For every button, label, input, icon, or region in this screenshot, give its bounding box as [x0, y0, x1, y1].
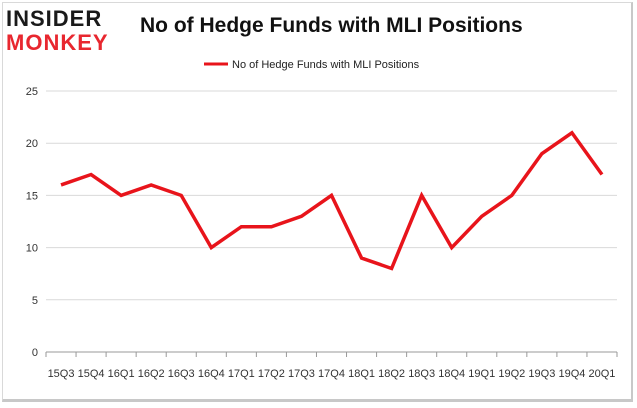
y-tick-label: 15: [26, 190, 38, 202]
x-tick-label: 19Q3: [528, 368, 555, 380]
x-tick-label: 18Q4: [438, 368, 465, 380]
y-tick-label: 20: [26, 138, 38, 150]
legend-label: No of Hedge Funds with MLI Positions: [232, 59, 420, 71]
x-tick-label: 16Q3: [168, 368, 195, 380]
x-tick-label: 19Q4: [558, 368, 585, 380]
x-tick-label: 17Q3: [288, 368, 315, 380]
chart-title: No of Hedge Funds with MLI Positions: [140, 14, 523, 37]
x-tick-label: 16Q2: [138, 368, 165, 380]
logo-line-2: MONKEY: [6, 30, 109, 55]
series-line: [60, 130, 604, 271]
x-tick-label: 18Q3: [408, 368, 435, 380]
logo-line-1: INSIDER: [6, 6, 103, 31]
x-tick-label: 15Q3: [48, 368, 75, 380]
x-tick-label: 17Q2: [258, 368, 285, 380]
x-tick-label: 17Q4: [318, 368, 345, 380]
x-tick-label: 16Q4: [198, 368, 225, 380]
x-tick-label: 18Q2: [378, 368, 405, 380]
x-tick-label: 15Q4: [78, 368, 105, 380]
x-tick-label: 19Q2: [498, 368, 525, 380]
chart-frame: [2, 2, 633, 402]
x-tick-label: 18Q1: [348, 368, 375, 380]
x-tick-label: 17Q1: [228, 368, 255, 380]
x-tick-label: 19Q1: [468, 368, 495, 380]
x-tick-label: 16Q1: [108, 368, 135, 380]
y-tick-label: 10: [26, 243, 38, 255]
insider-monkey-logo: INSIDER MONKEY: [6, 6, 118, 56]
y-tick-label: 5: [32, 295, 38, 307]
y-tick-label: 0: [32, 347, 38, 359]
x-tick-label: 20Q1: [589, 368, 616, 380]
y-tick-label: 25: [26, 86, 38, 98]
